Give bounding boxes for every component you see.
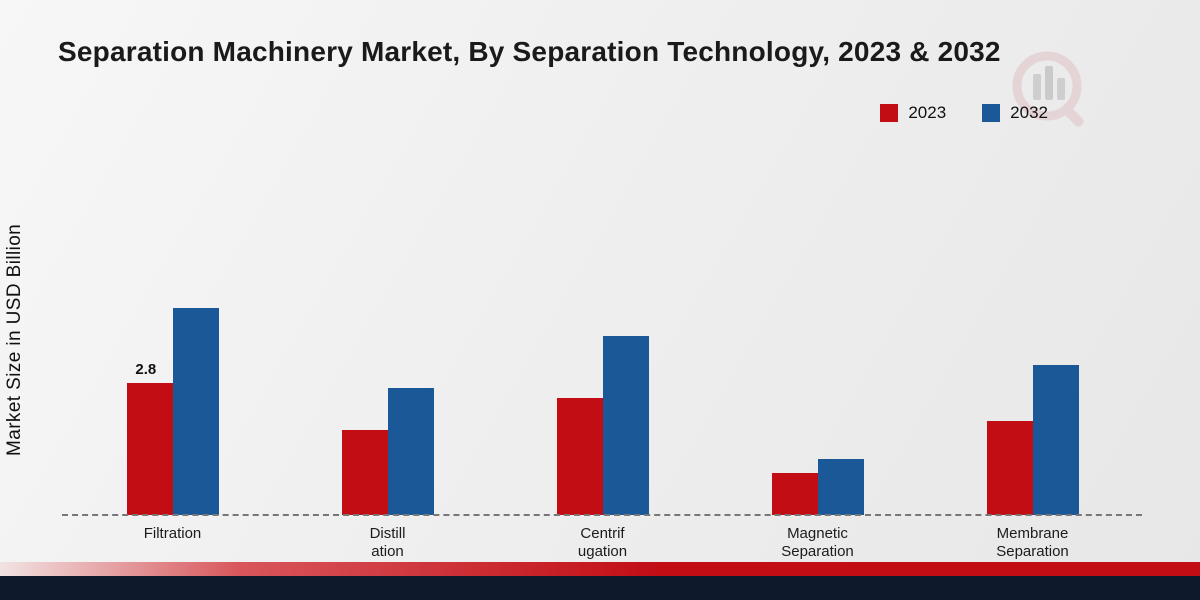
bar-pair-magnetic-separation <box>771 458 864 515</box>
category-label-filtration: Filtration <box>143 525 202 542</box>
bar-pair-membrane-separation <box>986 364 1079 515</box>
plot-area: 2.8 <box>65 270 1140 515</box>
footer-navy-bar <box>0 576 1200 600</box>
footer-red-strip <box>0 562 1200 576</box>
x-axis-baseline <box>62 514 1142 516</box>
bar-value-label-filtration: 2.8 <box>135 361 157 379</box>
chart-legend: 2023 2032 <box>880 103 1048 123</box>
bar-pair-distillation <box>341 388 434 515</box>
bar-2023-magnetic-separation <box>771 472 818 515</box>
watermark-logo <box>1012 51 1084 127</box>
bar-group-centrifugation <box>495 270 710 515</box>
category-label-centrifugation: Centrif ugation <box>577 525 628 560</box>
legend-item-2032: 2032 <box>982 103 1048 123</box>
category-label-magnetic-separation: Magnetic Separation <box>781 525 854 560</box>
bar-2032-centrifugation <box>602 336 649 515</box>
legend-swatch-2023 <box>880 104 899 122</box>
bar-2032-filtration <box>172 308 219 515</box>
bar-group-magnetic-separation <box>710 270 925 515</box>
bar-2032-magnetic-separation <box>817 458 864 515</box>
category-label-membrane-separation: Membrane Separation <box>996 525 1069 560</box>
bar-pair-centrifugation <box>556 336 649 515</box>
bar-group-distillation <box>280 270 495 515</box>
bar-2023-filtration: 2.8 <box>126 361 173 515</box>
category-label-distillation: Distill ation <box>369 525 406 560</box>
bar-pair-filtration: 2.8 <box>126 308 219 515</box>
bar-2032-distillation <box>387 388 434 515</box>
bar-2023-membrane-separation <box>986 421 1033 515</box>
legend-item-2023: 2023 <box>880 103 946 123</box>
legend-label-2023: 2023 <box>908 103 947 122</box>
y-axis-label: Market Size in USD Billion <box>4 223 25 457</box>
legend-label-2032: 2032 <box>1010 103 1048 122</box>
bar-2032-membrane-separation <box>1032 364 1079 515</box>
category-axis: Filtration Distill ation Centrif ugation Magn… <box>65 525 1140 561</box>
legend-swatch-2032 <box>982 104 1001 122</box>
chart-title: Separation Machinery Market, By Separati… <box>58 36 1001 67</box>
bar-2023-centrifugation <box>556 397 603 515</box>
bar-group-membrane-separation <box>925 270 1140 515</box>
bar-2023-distillation <box>341 430 388 515</box>
bar-group-filtration: 2.8 <box>65 270 280 515</box>
